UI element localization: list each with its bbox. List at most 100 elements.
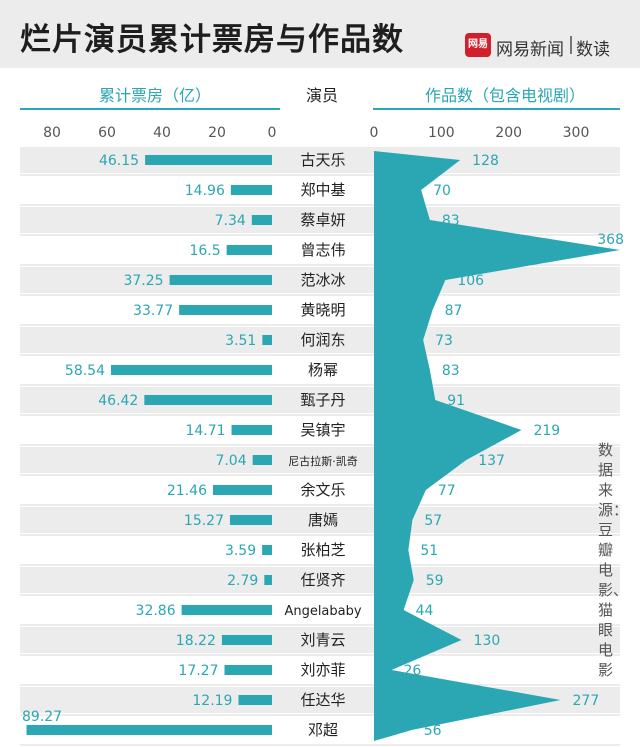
actor-name-label: Angelababy [284,604,361,619]
works-value-label: 130 [474,633,501,649]
actor-name-label: 唐嫣 [308,511,338,529]
works-tick-label: 100 [428,125,455,141]
box-office-value-label: 16.5 [189,243,220,259]
chart-title: 烂片演员累计票房与作品数 [20,22,404,58]
works-value-label: 73 [435,333,453,349]
row-stripe [20,507,620,533]
box-office-value-label: 32.86 [136,603,176,619]
row-stripe [20,147,620,173]
brand-sub: 数读 [576,40,610,60]
works-value-label: 137 [478,453,505,469]
works-value-label: 87 [445,303,463,319]
actor-name-label: 刘青云 [300,631,345,649]
works-value-label: 70 [433,183,451,199]
box-office-value-label: 14.71 [185,423,225,439]
box-office-value-label: 89.27 [22,709,62,725]
box-office-bar [179,305,272,315]
actor-name-label: 范冰冰 [300,271,345,289]
box-office-value-label: 37.25 [123,273,163,289]
box-office-tick-label: 60 [98,125,116,141]
works-value-label: 368 [597,232,624,248]
box-office-bar [251,215,272,225]
box-office-bar [221,635,272,645]
box-office-value-label: 7.34 [215,213,246,229]
box-office-bar [230,515,272,525]
actor-name-label: 郑中基 [300,181,345,199]
row-stripe [20,327,620,353]
actor-name-label: 余文乐 [300,481,345,499]
box-office-bar [238,695,272,705]
works-tick-label: 200 [495,125,522,141]
row-stripe [20,207,620,233]
works-value-label: 219 [533,423,560,439]
box-office-value-label: 46.42 [98,393,138,409]
actor-name-label: 杨幂 [308,361,338,379]
works-value-label: 44 [416,603,434,619]
works-value-label: 51 [420,543,438,559]
actor-name-label: 蔡卓妍 [300,211,345,229]
actor-name-label: 黄晓明 [300,301,345,319]
actor-name-label: 任达华 [300,691,345,709]
box-office-bar [252,455,272,465]
works-value-label: 83 [442,213,460,229]
box-office-bar [230,185,272,195]
actor-name-label: 古天乐 [300,151,345,169]
box-office-bar [262,335,272,345]
works-value-label: 56 [424,723,442,739]
box-office-bar [144,395,272,405]
box-office-value-label: 3.59 [225,543,256,559]
box-office-bar [111,365,272,375]
works-value-label: 128 [472,153,499,169]
box-office-value-label: 18.22 [176,633,216,649]
source-note: 数据来源：豆瓣电影、猫眼电影 [598,441,629,679]
actor-column-header: 演员 [306,86,339,105]
works-area [374,151,620,741]
actor-name-label: 吴镇宇 [300,421,345,439]
works-value-label: 91 [447,393,465,409]
box-office-value-label: 17.27 [178,663,218,679]
works-axis-line [373,108,620,110]
box-office-value-label: 7.04 [215,453,246,469]
box-office-value-label: 46.15 [99,153,139,169]
box-office-tick-label: 20 [208,125,226,141]
actor-name-label: 邓超 [308,721,338,739]
header-bar [0,0,640,68]
box-office-value-label: 58.54 [65,363,105,379]
works-value-label: 106 [457,273,484,289]
row-stripe [20,447,620,473]
works-value-label: 59 [426,573,444,589]
works-value-label: 26 [404,663,422,679]
box-office-bar [224,665,272,675]
works-tick-label: 0 [370,125,379,141]
box-office-value-label: 14.96 [185,183,225,199]
box-office-value-label: 3.51 [225,333,256,349]
actor-name-label: 甄子丹 [300,391,345,409]
works-value-label: 277 [573,693,600,709]
works-axis-title: 作品数（包含电视剧） [425,86,586,105]
box-office-value-label: 15.27 [184,513,224,529]
box-office-bar [169,275,272,285]
box-office-value-label: 12.19 [192,693,232,709]
box-office-bar [231,425,272,435]
box-office-bar [181,605,272,615]
box-office-axis-title: 累计票房（亿） [99,86,212,105]
netease-logo-icon: 网易 [465,33,491,57]
brand-divider [570,36,572,54]
works-value-label: 83 [442,363,460,379]
box-office-tick-label: 80 [43,125,61,141]
box-office-tick-label: 40 [153,125,171,141]
box-office-tick-label: 0 [268,125,277,141]
actor-name-label: 张柏芝 [300,541,345,559]
actor-name-label: 尼古拉斯·凯奇 [288,454,358,468]
box-office-bar [145,155,272,165]
box-office-bar [212,485,272,495]
works-value-label: 57 [424,513,442,529]
actor-name-label: 曾志伟 [300,241,345,259]
box-office-bar [264,575,272,585]
actor-name-label: 任贤齐 [300,571,345,589]
row-stripe [20,627,620,653]
row-stripe [20,567,620,593]
row-stripe [20,387,620,413]
